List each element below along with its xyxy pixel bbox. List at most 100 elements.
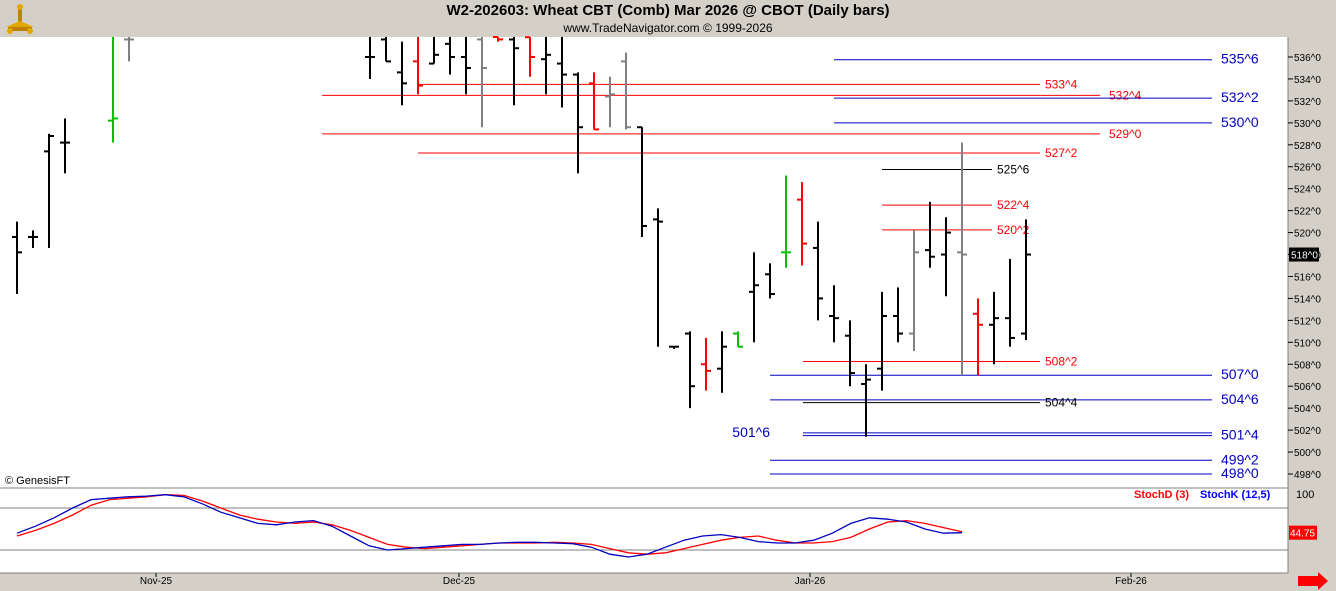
ohlc-bar [701, 337, 711, 391]
price-plot-background [0, 37, 1288, 488]
y-tick-label: 512^0 [1294, 316, 1321, 327]
y-tick-label: 502^0 [1294, 426, 1321, 437]
level-label: 533^4 [1045, 77, 1078, 91]
genesis-logo-icon [4, 3, 36, 35]
ohlc-bar [669, 345, 679, 349]
level-label: 504^4 [1045, 396, 1078, 410]
ohlc-bar [653, 208, 663, 347]
y-tick-label: 532^0 [1294, 97, 1321, 108]
level-label: 532^4 [1109, 88, 1142, 102]
y-tick-label: 516^0 [1294, 272, 1321, 283]
stoch-tick-label: 100 [1296, 489, 1314, 501]
level-label: 522^4 [997, 198, 1030, 212]
ohlc-bar [509, 37, 519, 106]
last-price-label: 518^0 [1291, 251, 1318, 262]
ohlc-bar [12, 221, 22, 295]
ohlc-bar [861, 364, 871, 437]
y-tick-label: 536^0 [1294, 53, 1321, 64]
ohlc-bar [605, 76, 615, 128]
scroll-right-arrow-icon[interactable] [1298, 572, 1328, 590]
ohlc-bar [525, 36, 535, 77]
ohlc-bar [829, 285, 839, 343]
ohlc-bar [813, 221, 823, 321]
ohlc-bar [477, 37, 487, 128]
ohlc-bar [493, 36, 503, 42]
y-tick-label: 506^0 [1294, 382, 1321, 393]
ohlc-bar [413, 37, 423, 95]
ohlc-bar [685, 331, 695, 409]
ohlc-bar [124, 37, 134, 62]
ohlc-bar [621, 52, 631, 130]
ohlc-bar [381, 37, 391, 63]
level-label: 529^0 [1109, 127, 1142, 141]
ohlc-bar [1005, 258, 1015, 347]
level-label: 525^6 [997, 162, 1030, 176]
y-tick-label: 510^0 [1294, 338, 1321, 349]
ohlc-bar [1021, 219, 1031, 341]
level-label: 532^2 [1221, 89, 1259, 105]
level-label: 530^0 [1221, 114, 1259, 130]
y-tick-label: 528^0 [1294, 141, 1321, 152]
y-tick-label: 522^0 [1294, 207, 1321, 218]
last-price-marker [1289, 247, 1319, 262]
ohlc-bar [781, 175, 791, 268]
y-tick-label: 520^0 [1294, 229, 1321, 240]
chart-title: W2-202603: Wheat CBT (Comb) Mar 2026 @ C… [446, 2, 890, 19]
y-tick-label: 514^0 [1294, 294, 1321, 305]
y-tick-label: 508^0 [1294, 360, 1321, 371]
ohlc-bar [909, 230, 919, 352]
y-tick-label: 530^0 [1294, 119, 1321, 130]
ohlc-bar [397, 41, 407, 106]
chart-header: W2-202603: Wheat CBT (Comb) Mar 2026 @ C… [0, 0, 1336, 37]
stoch-last-marker [1289, 525, 1317, 540]
ohlc-bar [973, 298, 983, 376]
ohlc-bar [445, 37, 455, 75]
chart-subtitle: www.TradeNavigator.com © 1999-2026 [563, 21, 773, 35]
y-tick-label: 504^0 [1294, 404, 1321, 415]
ohlc-bar [637, 126, 647, 237]
level-label: 501^4 [1221, 427, 1259, 443]
level-label: 504^6 [1221, 391, 1259, 407]
stoch-last-label: 44.75 [1290, 529, 1315, 540]
x-tick-label: Nov-25 [140, 576, 173, 587]
legend-stochk: StochK (12,5) [1200, 489, 1271, 501]
ohlc-bar [589, 72, 599, 131]
level-label: 535^6 [1221, 51, 1259, 67]
y-tick-label: 526^0 [1294, 163, 1321, 174]
ohlc-bar [365, 37, 375, 79]
ohlc-bar [541, 37, 551, 95]
ohlc-bar [893, 287, 903, 343]
y-tick-label: 524^0 [1294, 185, 1321, 196]
ohlc-bar [877, 291, 887, 391]
legend-stochd: StochD (3) [1134, 489, 1189, 501]
ohlc-bar [28, 230, 38, 248]
ohlc-bar [765, 263, 775, 299]
y-tick-label: 498^0 [1294, 470, 1321, 481]
ohlc-bar [957, 142, 967, 376]
ohlc-bar [461, 37, 471, 95]
level-label: 508^2 [1045, 355, 1078, 369]
ohlc-bar [989, 291, 999, 365]
x-tick-label: Feb-26 [1115, 576, 1147, 587]
level-label: 527^2 [1045, 146, 1078, 160]
level-label: 501^6 [732, 424, 770, 440]
y-tick-label: 500^0 [1294, 448, 1321, 459]
ohlc-bar [429, 37, 439, 65]
ohlc-bar [717, 331, 727, 393]
level-label: 507^0 [1221, 366, 1259, 382]
ohlc-bar [557, 37, 567, 108]
ohlc-bar [573, 72, 583, 174]
ohlc-bar [797, 182, 807, 266]
ohlc-bar [733, 331, 743, 348]
ohlc-bar [108, 37, 118, 143]
x-tick-label: Jan-26 [795, 576, 826, 587]
ohlc-bar [44, 133, 54, 248]
ohlc-bar [749, 252, 759, 343]
copyright-label: © GenesisFT [5, 475, 70, 487]
level-label: 498^0 [1221, 465, 1259, 481]
stochastic-plot-background [0, 488, 1288, 573]
ohlc-bar [941, 217, 951, 297]
ohlc-bar [60, 118, 70, 174]
ohlc-bar [845, 320, 855, 387]
